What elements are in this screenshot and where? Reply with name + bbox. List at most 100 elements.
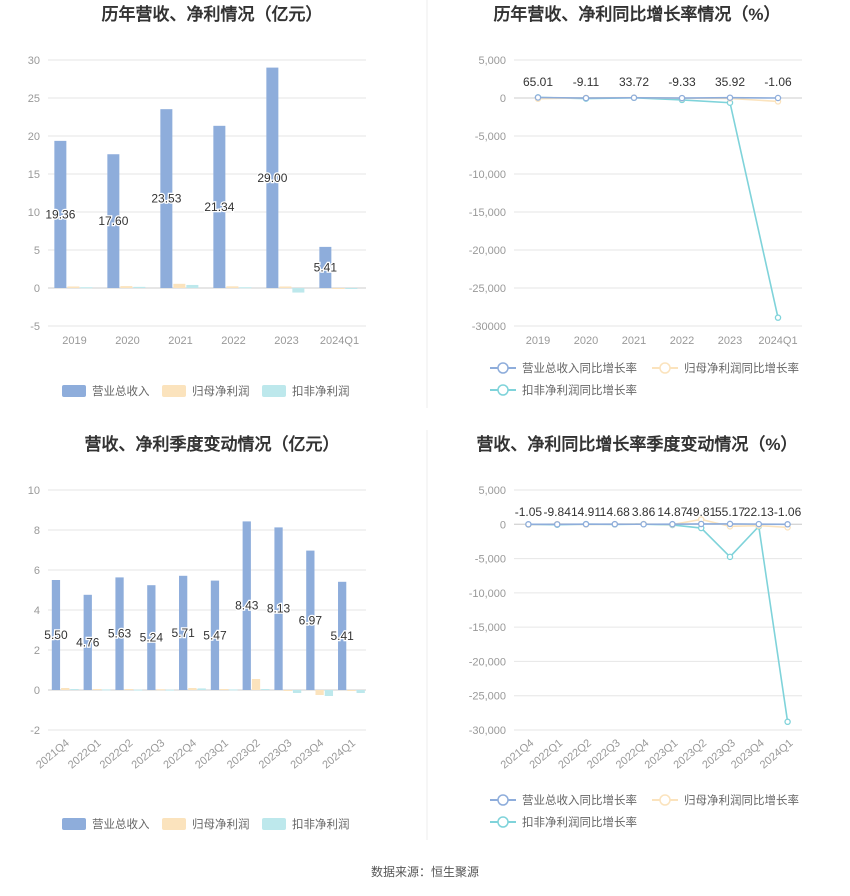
y-tick-label: 0	[500, 93, 506, 105]
y-tick-label: 0	[500, 519, 506, 531]
legend-marker	[498, 817, 508, 827]
bar-2	[134, 690, 142, 691]
bar-1	[284, 690, 292, 691]
x-tick-label: 2023	[274, 335, 298, 347]
bar-2	[239, 287, 251, 288]
legend-label: 营业总收入	[92, 817, 150, 831]
series-point-0	[526, 522, 531, 527]
x-tick-label: 2024Q1	[320, 737, 358, 771]
x-tick-label: 2023Q1	[193, 737, 231, 771]
legend-label: 归母净利润	[192, 817, 250, 831]
y-tick-label: 5,000	[478, 485, 506, 497]
bar-1	[156, 689, 164, 690]
bar-1	[67, 286, 79, 288]
bar-1	[315, 690, 323, 695]
bar-2	[198, 688, 206, 690]
legend-marker	[660, 795, 670, 805]
x-tick-label: 2021	[168, 335, 192, 347]
x-tick-label: 2023	[718, 335, 742, 347]
legend-label: 扣非净利润	[292, 384, 350, 398]
x-tick-label: 2024Q1	[758, 737, 796, 771]
bar-1	[93, 689, 101, 690]
bar-1	[220, 689, 228, 690]
legend-marker	[498, 385, 508, 395]
x-tick-label: 2023Q2	[225, 737, 263, 771]
y-tick-label: 5,000	[478, 55, 506, 67]
y-tick-label: -5	[30, 321, 40, 333]
data-label: 5.63	[108, 627, 132, 641]
y-tick-label: 10	[28, 485, 40, 497]
data-label: 23.53	[151, 192, 181, 206]
bar-2	[166, 690, 174, 691]
series-line-0	[538, 98, 778, 99]
data-label: 14.91	[571, 505, 601, 519]
data-label: -1.06	[764, 75, 792, 89]
series-line-2	[528, 524, 787, 722]
series-point-0	[583, 95, 588, 100]
legend-swatch	[62, 818, 86, 830]
data-label: 33.72	[619, 75, 649, 89]
series-point-0	[775, 95, 780, 100]
chart-quarterly_amount: 营收、净利季度变动情况（亿元）1086420-22021Q42022Q12022…	[28, 434, 366, 831]
data-label: 35.92	[715, 75, 745, 89]
chart-title: 营收、净利季度变动情况（亿元）	[85, 434, 340, 454]
x-tick-label: 2022Q1	[66, 737, 104, 771]
series-point-2	[785, 719, 790, 724]
legend-label: 营业总收入同比增长率	[522, 793, 637, 807]
data-label: 65.01	[523, 75, 553, 89]
bar-2	[325, 690, 333, 696]
y-tick-label: 25	[28, 93, 40, 105]
bar-1	[61, 688, 69, 690]
data-label: 6.97	[299, 613, 323, 627]
bar-2	[80, 287, 92, 288]
x-tick-label: 2022	[670, 335, 694, 347]
y-tick-label: -5,000	[475, 131, 506, 143]
x-tick-label: 2023Q3	[257, 737, 295, 771]
bar-1	[332, 288, 344, 289]
legend-label: 归母净利润同比增长率	[684, 793, 799, 807]
bar-2	[70, 689, 78, 690]
legend-marker	[498, 795, 508, 805]
y-tick-label: 8	[34, 525, 40, 537]
chart-annual_growth: 历年营收、净利同比增长率情况（%）5,0000-5,000-10,000-15,…	[469, 4, 802, 397]
bar-1	[173, 284, 185, 288]
data-label: 5.50	[44, 628, 68, 642]
series-point-0	[641, 522, 646, 527]
legend-label: 扣非净利润同比增长率	[522, 815, 637, 829]
legend-label: 扣非净利润同比增长率	[522, 383, 637, 397]
series-point-0	[727, 95, 732, 100]
x-tick-label: 2023Q4	[289, 737, 327, 771]
x-tick-label: 2021Q4	[34, 737, 72, 771]
legend-swatch	[262, 385, 286, 397]
series-point-0	[727, 521, 732, 526]
legend-swatch	[162, 818, 186, 830]
bar-2	[229, 689, 237, 690]
x-tick-label: 2020	[574, 335, 598, 347]
data-label: -9.33	[668, 75, 696, 89]
x-tick-label: 2021	[622, 335, 646, 347]
data-label: 14.68	[600, 505, 630, 519]
legend-marker	[498, 363, 508, 373]
x-tick-label: 2022Q3	[130, 737, 168, 771]
data-label: -9.11	[573, 75, 600, 89]
data-label: 8.13	[267, 602, 291, 616]
source-text: 数据来源：恒生聚源	[371, 864, 479, 879]
x-tick-label: 2022Q4	[161, 737, 199, 771]
series-point-0	[756, 522, 761, 527]
x-tick-label: 2022	[221, 335, 245, 347]
data-label: 5.41	[314, 260, 338, 274]
y-tick-label: 30	[28, 55, 40, 67]
y-tick-label: -10,000	[469, 169, 506, 181]
y-tick-label: -30000	[472, 321, 506, 333]
bar-2	[102, 689, 110, 690]
legend-label: 扣非净利润	[292, 817, 350, 831]
data-label: 4.76	[76, 635, 100, 649]
bar-1	[226, 286, 238, 288]
x-tick-label: 2019	[526, 335, 550, 347]
y-tick-label: 0	[34, 283, 40, 295]
data-label: -1.06	[774, 505, 802, 519]
series-point-0	[535, 95, 540, 100]
